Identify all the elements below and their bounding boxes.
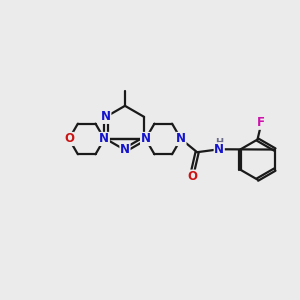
- Text: O: O: [188, 170, 198, 183]
- Text: N: N: [120, 143, 130, 157]
- Text: N: N: [176, 133, 186, 146]
- Text: N: N: [101, 110, 111, 123]
- Text: F: F: [256, 116, 264, 129]
- Text: H: H: [215, 138, 223, 148]
- Text: O: O: [64, 133, 74, 146]
- Text: N: N: [141, 133, 151, 146]
- Text: N: N: [214, 143, 224, 156]
- Text: N: N: [99, 133, 109, 146]
